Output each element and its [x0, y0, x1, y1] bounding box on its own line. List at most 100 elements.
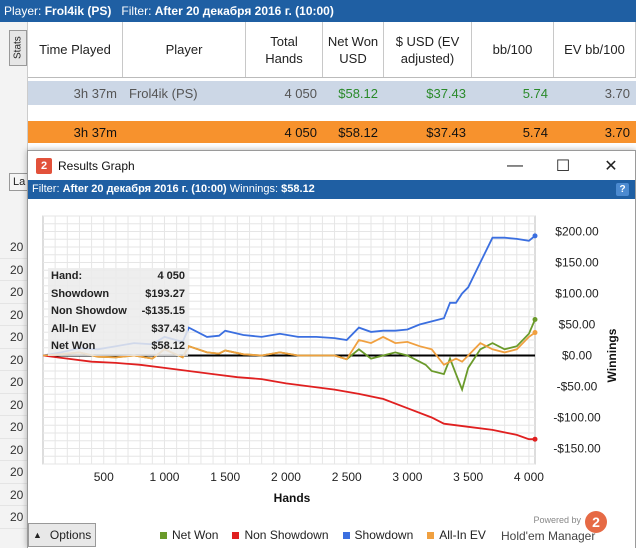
stat-row: Hand: 4 050 — [48, 268, 188, 286]
graph-bottom-bar: ▲ Options Net Won Non Showdown Showdown All-… — [28, 511, 635, 548]
side-row: 20 — [0, 439, 28, 461]
side-row: 20 — [0, 484, 28, 506]
stat-label: Net Won — [51, 340, 96, 352]
side-row: 20 — [0, 304, 28, 326]
side-row: 20 — [0, 416, 28, 439]
chevron-up-icon: ▲ — [33, 530, 42, 540]
legend-item[interactable]: All-In EV — [427, 528, 486, 542]
hm-logo-icon: 2 — [585, 511, 607, 533]
winnings-label: Winnings: — [229, 183, 279, 195]
side-row: 20 — [0, 236, 28, 259]
x-tick-label: 1 000 — [149, 470, 179, 484]
series-end-point — [532, 436, 538, 442]
header-ev-adjusted[interactable]: $ USD (EV adjusted) — [384, 22, 472, 77]
results-chart: 500 1 000 1 500 2 000 2 500 3 000 3 500 4 000 $2… — [28, 199, 635, 505]
close-button[interactable]: ✕ — [604, 157, 618, 175]
stat-row: Non Showdow -$135.15 — [48, 303, 188, 321]
side-row: 20 — [0, 259, 28, 281]
legend-label: Showdown — [354, 528, 414, 542]
stat-box: Hand: 4 050 Showdown $193.27 Non Showdow -$… — [48, 268, 188, 356]
stat-row: Showdown $193.27 — [48, 286, 188, 304]
side-row: 20 — [0, 326, 28, 349]
x-tick-label: 1 500 — [210, 470, 240, 484]
stat-label: All-In EV — [51, 322, 97, 335]
header-bb100[interactable]: bb/100 — [472, 22, 554, 77]
summary-row: 3h 37m 4 050 $58.12 $37.43 5.74 3.70 — [28, 121, 636, 143]
y-tick-label: -$50.00 — [557, 380, 598, 394]
stat-value: 4 050 — [157, 270, 185, 282]
powered-by-label: Powered by — [533, 515, 581, 525]
header-time-played[interactable]: Time Played — [28, 22, 123, 77]
stat-value: $58.12 — [151, 340, 185, 352]
hm-logo-icon: 2 — [36, 157, 52, 174]
series-end-point — [532, 317, 538, 323]
stat-row: Net Won $58.12 — [48, 338, 188, 356]
series-line — [42, 331, 536, 366]
results-table: Time Played Player Total Hands Net Won U… — [28, 22, 636, 143]
series-end-point — [532, 330, 538, 336]
stat-row: All-In EV $37.43 — [48, 321, 188, 339]
filter-label: Filter: — [32, 183, 60, 195]
filter-value: After 20 декабря 2016 г. (10:00) — [62, 183, 227, 195]
y-tick-label: $50.00 — [559, 318, 596, 332]
options-button[interactable]: ▲ Options — [28, 523, 96, 547]
stats-tab[interactable]: Stats — [9, 30, 27, 66]
player-name: Frol4ik (PS) — [44, 4, 112, 18]
legend-item[interactable]: Non Showdown — [232, 528, 329, 542]
legend-item[interactable]: Showdown — [342, 528, 414, 542]
table-header: Time Played Player Total Hands Net Won U… — [28, 22, 636, 78]
window-titlebar[interactable]: 2 Results Graph — ☐ ✕ — [28, 151, 635, 180]
winnings-value: $58.12 — [281, 183, 315, 195]
x-tick-label: 4 000 — [514, 470, 544, 484]
options-label: Options — [49, 528, 92, 542]
cell-ev-adjusted: $37.43 — [426, 85, 466, 101]
table-row[interactable]: 3h 37m Frol4ik (PS) 4 050 $58.12 $37.43 … — [28, 81, 636, 105]
x-tick-label: 2 000 — [271, 470, 301, 484]
results-graph-window: 2 Results Graph — ☐ ✕ Filter: After 20 д… — [27, 150, 636, 548]
cell-time: 3h 37m — [73, 85, 117, 101]
series-line — [42, 354, 535, 441]
legend-item[interactable]: Net Won — [160, 528, 218, 542]
header-total-hands[interactable]: Total Hands — [246, 22, 323, 77]
cell-ev-adjusted: $37.43 — [426, 124, 466, 140]
window-title: Results Graph — [58, 158, 135, 173]
filter-value: After 20 декабря 2016 г. (10:00) — [154, 4, 334, 18]
y-tick-label: $150.00 — [555, 256, 599, 270]
y-axis-label: Winnings — [605, 328, 619, 382]
filter-bar: Player: Frol4ik (PS) Filter: After 20 де… — [0, 0, 636, 22]
legend-swatch — [160, 531, 167, 539]
cell-hands: 4 050 — [284, 85, 317, 101]
side-row: 20 — [0, 461, 28, 484]
powered-by: Powered by Hold'em Manager 2 — [501, 511, 611, 548]
chart-svg: 500 1 000 1 500 2 000 2 500 3 000 3 500 4 000 $2… — [42, 215, 619, 505]
powered-by-product: Hold'em Manager — [501, 529, 596, 543]
series-end-point — [532, 233, 538, 239]
legend-swatch — [427, 531, 435, 539]
help-icon[interactable]: ? — [616, 183, 629, 196]
x-tick-label: 3 500 — [453, 470, 483, 484]
y-tick-label: $100.00 — [555, 287, 599, 301]
maximize-button[interactable]: ☐ — [555, 157, 571, 175]
x-axis-label: Hands — [274, 491, 311, 505]
side-row: 20 — [0, 506, 28, 529]
legend-swatch — [342, 531, 350, 539]
legend-label: Non Showdown — [244, 528, 329, 542]
cell-bb100: 5.74 — [522, 124, 548, 140]
y-tick-label: -$100.00 — [553, 411, 601, 425]
stat-label: Non Showdow — [51, 305, 127, 317]
header-net-won[interactable]: Net Won USD — [323, 22, 384, 77]
stat-label: Hand: — [51, 270, 83, 282]
side-row: 20 — [0, 371, 28, 394]
side-row: 20 — [0, 349, 28, 371]
legend-swatch — [232, 531, 240, 539]
header-player[interactable]: Player — [123, 22, 246, 77]
y-tick-label: -$150.00 — [553, 442, 601, 456]
minimize-button[interactable]: — — [507, 156, 523, 174]
side-row: 20 — [0, 281, 28, 304]
chart-legend: Net Won Non Showdown Showdown All-In EV — [160, 528, 500, 542]
y-tick-label: $200.00 — [555, 225, 599, 239]
window-filter-bar: Filter: After 20 декабря 2016 г. (10:00)… — [28, 180, 635, 199]
header-ev-bb100[interactable]: EV bb/100 — [554, 22, 636, 77]
left-rows: 20 20 20 20 20 20 20 20 20 20 20 20 20 — [0, 236, 28, 529]
